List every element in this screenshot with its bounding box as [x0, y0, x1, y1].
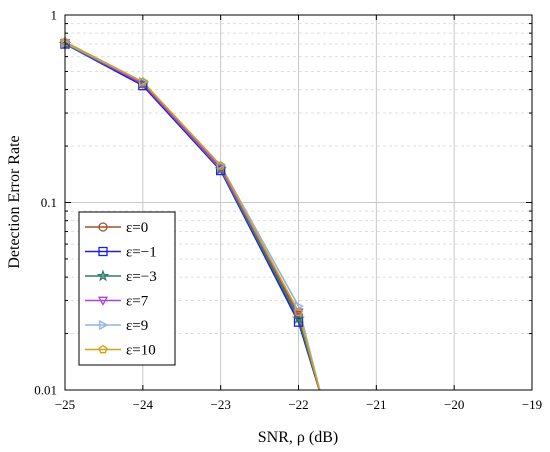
y-tick-label: 0.1: [41, 195, 57, 210]
legend-box: [78, 211, 176, 366]
marker-circle: [98, 222, 108, 232]
marker-pentagon: [216, 161, 226, 170]
marker-pentagon: [138, 77, 148, 86]
x-tick-label: −23: [210, 397, 230, 412]
marker-pentagon: [293, 307, 304, 317]
legend-label: ε=9: [126, 318, 148, 334]
marker-pentagon: [98, 344, 108, 354]
legend-label: ε=7: [126, 294, 149, 310]
axis-ticks: −25 −24 −23 −22 −21 −20 −19 0.01 0.1 1: [34, 8, 542, 413]
marker-square: [293, 317, 304, 327]
marker-circle: [293, 310, 304, 321]
x-tick-label: −22: [288, 397, 308, 412]
x-tick-label: −21: [366, 397, 386, 412]
y-tick-label: 1: [51, 8, 58, 23]
marker-triangle-right: [99, 319, 109, 331]
marker-square: [98, 246, 108, 257]
legend-label: ε=−1: [126, 245, 157, 261]
legend-label: ε=0: [126, 220, 148, 236]
legend: ε=0 ε=−1 ε=−3 ε=7 ε=9 ε=10: [78, 211, 176, 366]
marker-star: [96, 269, 110, 282]
legend-label: ε=10: [126, 343, 156, 359]
y-axis-title: Detection Error Rate: [6, 135, 23, 268]
x-tick-label: −19: [522, 397, 542, 412]
y-tick-label: 0.01: [34, 383, 57, 398]
marker-star: [292, 312, 305, 325]
marker-triangle-down: [97, 296, 109, 306]
x-axis-title: SNR, ρ (dB): [258, 429, 338, 446]
marker-square: [138, 80, 148, 91]
x-tick-label: −25: [55, 397, 75, 412]
legend-label: ε=−3: [126, 269, 157, 285]
x-tick-label: −20: [444, 397, 464, 412]
x-tick-label: −24: [133, 397, 154, 412]
